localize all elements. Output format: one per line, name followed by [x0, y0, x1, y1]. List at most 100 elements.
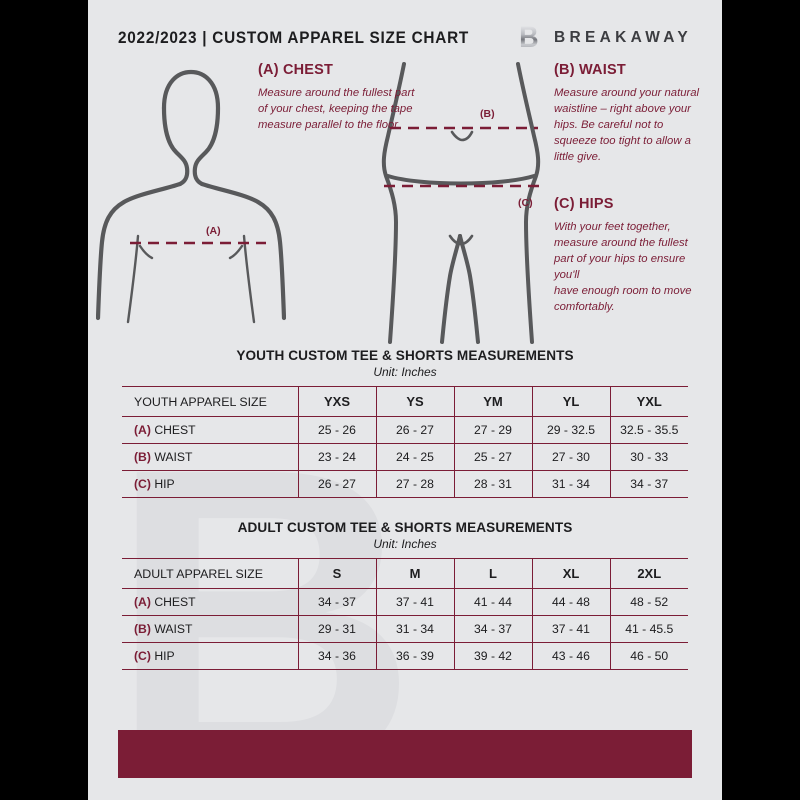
youth-r1-c0: 23 - 24: [298, 443, 377, 471]
adult-r1-c2: 34 - 37: [454, 615, 533, 643]
adult-col-3: XL: [532, 558, 611, 589]
adult-r2-c2: 39 - 42: [454, 642, 533, 670]
callout-waist-body: Measure around your natural waistline – …: [554, 87, 700, 164]
youth-r0-c2: 27 - 29: [454, 416, 533, 444]
table-row: (C) HIP 26 - 27 27 - 28 28 - 31 31 - 34 …: [122, 470, 688, 498]
chest-measure-label: (A): [206, 225, 221, 237]
row-label: WAIST: [154, 450, 193, 464]
adult-r2-c1: 36 - 39: [376, 642, 455, 670]
callout-hips-body: With your feet together, measure around …: [554, 221, 692, 314]
brand-lockup: B BREAKAWAY: [518, 23, 692, 53]
youth-r2-c0: 26 - 27: [298, 470, 377, 498]
table-row: (A) CHEST 34 - 37 37 - 41 41 - 44 44 - 4…: [122, 588, 688, 616]
table-row: (B) WAIST 29 - 31 31 - 34 34 - 37 37 - 4…: [122, 615, 688, 643]
callout-chest-heading: (A) CHEST: [258, 62, 334, 78]
adult-row-2-label: (C) HIP: [122, 642, 299, 670]
adult-r2-c3: 43 - 46: [532, 642, 611, 670]
adult-r1-c3: 37 - 41: [532, 615, 611, 643]
callout-chest-body: Measure around the fullest part of your …: [258, 87, 415, 132]
adult-r0-c4: 48 - 52: [610, 588, 688, 616]
footer-bar: [118, 730, 692, 778]
youth-col-4: YXL: [610, 386, 688, 417]
callout-hips-heading: (C) HIPS: [554, 196, 614, 212]
youth-col-3: YL: [532, 386, 611, 417]
table-header-row: ADULT APPAREL SIZE S M L XL 2XL: [122, 558, 688, 589]
table-row: (B) WAIST 23 - 24 24 - 25 25 - 27 27 - 3…: [122, 443, 688, 471]
adult-row-header: ADULT APPAREL SIZE: [122, 558, 299, 589]
table-header-row: YOUTH APPAREL SIZE YXS YS YM YL YXL: [122, 386, 688, 417]
row-code: (A): [134, 423, 151, 437]
lower-body-figure: [381, 62, 541, 344]
adult-row-0-label: (A) CHEST: [122, 588, 299, 616]
callout-waist: (B) WAIST Measure around your natural wa…: [554, 62, 706, 165]
youth-r0-c1: 26 - 27: [376, 416, 455, 444]
adult-table-section: ADULT CUSTOM TEE & SHORTS MEASUREMENTS U…: [122, 520, 688, 670]
adult-col-2: L: [454, 558, 533, 589]
adult-table-unit: Unit: Inches: [373, 537, 437, 551]
youth-r2-c2: 28 - 31: [454, 470, 533, 498]
youth-r1-c3: 27 - 30: [532, 443, 611, 471]
row-label: CHEST: [154, 595, 196, 609]
youth-r1-c2: 25 - 27: [454, 443, 533, 471]
youth-row-1-label: (B) WAIST: [122, 443, 299, 471]
youth-r0-c4: 32.5 - 35.5: [610, 416, 688, 444]
waist-measure-line: [390, 126, 538, 130]
row-label: HIP: [154, 649, 175, 663]
youth-r2-c4: 34 - 37: [610, 470, 688, 498]
youth-table-unit: Unit: Inches: [373, 365, 437, 379]
adult-r0-c1: 37 - 41: [376, 588, 455, 616]
adult-r0-c0: 34 - 37: [298, 588, 377, 616]
youth-r1-c4: 30 - 33: [610, 443, 688, 471]
row-code: (C): [134, 477, 151, 491]
adult-col-4: 2XL: [610, 558, 688, 589]
adult-col-0: S: [298, 558, 377, 589]
youth-row-2-label: (C) HIP: [122, 470, 299, 498]
adult-r1-c0: 29 - 31: [298, 615, 377, 643]
youth-table-title: YOUTH CUSTOM TEE & SHORTS MEASUREMENTS: [236, 348, 574, 363]
adult-r1-c4: 41 - 45.5: [610, 615, 688, 643]
youth-r0-c0: 25 - 26: [298, 416, 377, 444]
table-row: (C) HIP 34 - 36 36 - 39 39 - 42 43 - 46 …: [122, 642, 688, 670]
adult-r0-c3: 44 - 48: [532, 588, 611, 616]
measurement-illustrations: (A) (B): [88, 56, 722, 348]
adult-r2-c0: 34 - 36: [298, 642, 377, 670]
youth-r2-c1: 27 - 28: [376, 470, 455, 498]
youth-row-header: YOUTH APPAREL SIZE: [122, 386, 299, 417]
row-code: (B): [134, 622, 151, 636]
brand-name: BREAKAWAY: [553, 29, 692, 46]
adult-size-table: ADULT APPAREL SIZE S M L XL 2XL (A) CHES…: [122, 558, 688, 670]
adult-r2-c4: 46 - 50: [610, 642, 688, 670]
hips-measure-label: (C): [518, 197, 533, 209]
youth-col-0: YXS: [298, 386, 377, 417]
adult-r1-c1: 31 - 34: [376, 615, 455, 643]
row-label: WAIST: [154, 622, 193, 636]
waist-measure-label: (B): [480, 108, 495, 120]
row-code: (B): [134, 450, 151, 464]
youth-r2-c3: 31 - 34: [532, 470, 611, 498]
adult-col-1: M: [376, 558, 455, 589]
torso-figure: [96, 69, 286, 324]
row-label: CHEST: [154, 423, 196, 437]
youth-table-section: YOUTH CUSTOM TEE & SHORTS MEASUREMENTS U…: [122, 348, 688, 498]
youth-col-2: YM: [454, 386, 533, 417]
hips-measure-line: [384, 184, 546, 188]
youth-r0-c3: 29 - 32.5: [532, 416, 611, 444]
adult-table-title: ADULT CUSTOM TEE & SHORTS MEASUREMENTS: [237, 520, 573, 535]
adult-row-1-label: (B) WAIST: [122, 615, 299, 643]
row-code: (A): [134, 595, 151, 609]
row-code: (C): [134, 649, 151, 663]
chest-measure-line: [130, 241, 266, 245]
page-title: 2022/2023 | CUSTOM APPAREL SIZE CHART: [118, 28, 470, 47]
size-chart-page: B 2022/2023 | CUSTOM APPAREL SIZE CHART …: [88, 0, 722, 800]
callout-hips: (C) HIPS With your feet together, measur…: [554, 196, 706, 315]
breakaway-b-logo-icon: B: [519, 21, 539, 54]
adult-r0-c2: 41 - 44: [454, 588, 533, 616]
youth-size-table: YOUTH APPAREL SIZE YXS YS YM YL YXL (A) …: [122, 386, 688, 498]
youth-col-1: YS: [376, 386, 455, 417]
youth-row-0-label: (A) CHEST: [122, 416, 299, 444]
table-row: (A) CHEST 25 - 26 26 - 27 27 - 29 29 - 3…: [122, 416, 688, 444]
callout-waist-heading: (B) WAIST: [554, 62, 626, 78]
youth-r1-c1: 24 - 25: [376, 443, 455, 471]
row-label: HIP: [154, 477, 175, 491]
callout-chest: (A) CHEST Measure around the fullest par…: [258, 62, 418, 133]
